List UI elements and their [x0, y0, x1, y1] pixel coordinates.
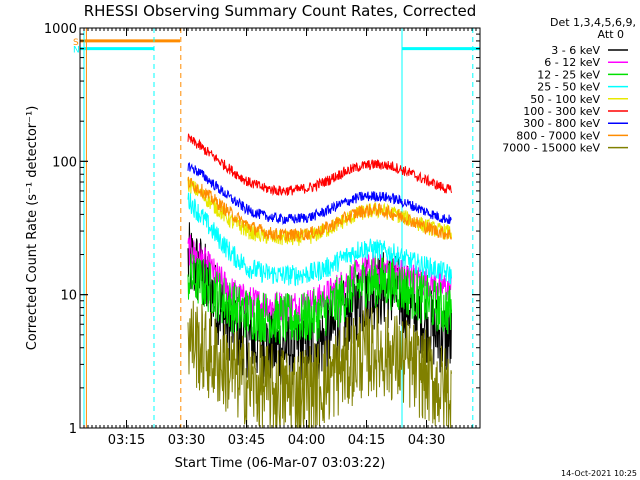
- series-line-6: [187, 162, 452, 226]
- legend-label-2: 12 - 25 keV: [537, 68, 600, 81]
- legend-header-line-1: Det 1,3,4,5,6,9,: [550, 16, 636, 29]
- attenuator-label-s: S: [73, 38, 79, 48]
- attenuator-label-n: N: [73, 46, 80, 56]
- legend-label-8: 7000 - 15000 keV: [502, 142, 600, 155]
- y-tick-label-1: 10: [60, 289, 77, 304]
- x-tick-label-4: 04:15: [348, 433, 385, 448]
- legend-label-5: 100 - 300 keV: [523, 105, 600, 118]
- x-tick-label-2: 03:45: [228, 433, 265, 448]
- footer-date: 14-Oct-2021 10:25: [561, 469, 637, 478]
- legend-label-7: 800 - 7000 keV: [516, 129, 600, 142]
- series-line-8: [187, 300, 452, 429]
- legend-label-0: 3 - 6 keV: [551, 44, 600, 57]
- legend-header-line-2: Att 0: [598, 28, 624, 41]
- x-tick-label-3: 04:00: [288, 433, 325, 448]
- y-tick-label-3: 1000: [44, 22, 77, 37]
- x-tick-label-1: 03:30: [168, 433, 205, 448]
- series-line-5: [187, 133, 452, 197]
- y-tick-label-0: 1: [69, 422, 77, 437]
- legend-label-3: 25 - 50 keV: [537, 81, 600, 94]
- series-line-3: [187, 192, 452, 287]
- series-line-2: [187, 253, 452, 344]
- series-line-7: [187, 176, 452, 242]
- legend-label-4: 50 - 100 keV: [530, 93, 600, 106]
- x-tick-label-5: 04:30: [408, 433, 445, 448]
- series-line-4: [187, 177, 452, 246]
- chart-title: RHESSI Observing Summary Count Rates, Co…: [84, 2, 477, 20]
- x-tick-label-0: 03:15: [108, 433, 145, 448]
- axes: 1 10 100 1000 03:15 03:30 03:45 04:00 04:15 04:30: [44, 22, 481, 448]
- legend-label-1: 6 - 12 keV: [544, 56, 600, 69]
- y-axis-label: Corrected Count Rate (s⁻¹ detector⁻¹): [25, 106, 40, 351]
- legend-label-6: 300 - 800 keV: [523, 117, 600, 130]
- x-axis-label: Start Time (06-Mar-07 03:03:22): [175, 456, 386, 471]
- y-tick-label-2: 100: [52, 155, 77, 170]
- plot-area: SN: [73, 28, 480, 429]
